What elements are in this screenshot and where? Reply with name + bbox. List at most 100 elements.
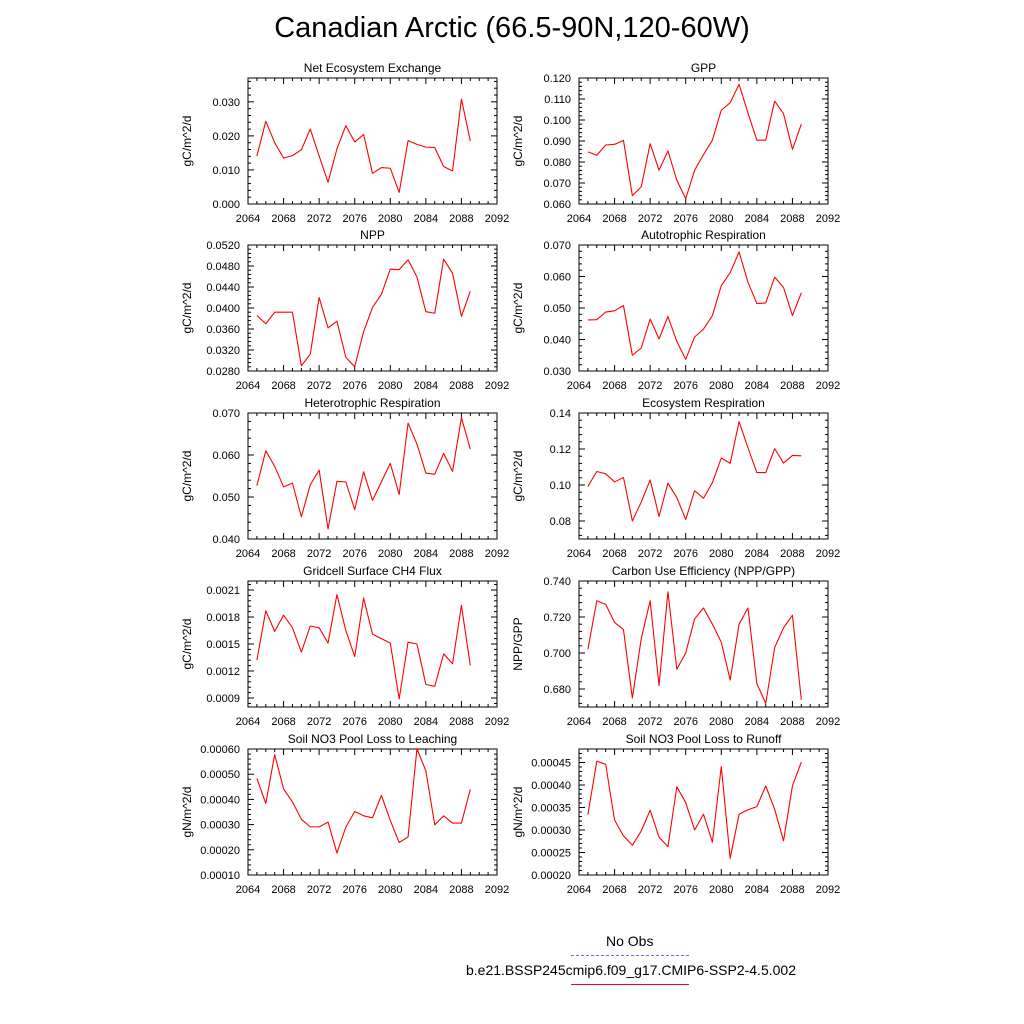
x-tick-label: 2080 <box>709 213 733 225</box>
y-axis-label: gN/m^2/d <box>511 787 525 838</box>
x-tick-label: 2084 <box>414 380 438 392</box>
y-tick-label: 0.0360 <box>206 324 240 336</box>
series-line-1 <box>587 421 802 522</box>
x-tick-label: 2084 <box>745 548 769 560</box>
legend-label-model: b.e21.BSSP245cmip6.f09_g17.CMIP6-SSP2-4.… <box>466 962 796 978</box>
y-tick-label: 0.00030 <box>531 825 571 837</box>
x-tick-label: 2092 <box>485 884 509 896</box>
x-tick-label: 2092 <box>816 716 840 728</box>
y-tick-label: 0.0320 <box>206 345 240 357</box>
y-tick-label: 0.0520 <box>206 240 240 252</box>
series-line-1 <box>256 98 471 193</box>
x-tick-label: 2092 <box>485 213 509 225</box>
x-tick-label: 2064 <box>567 884 591 896</box>
y-tick-label: 0.070 <box>212 408 240 420</box>
figure-title: Canadian Arctic (66.5-90N,120-60W) <box>274 12 750 44</box>
x-tick-label: 2092 <box>485 380 509 392</box>
y-axis-label: gC/m^2/d <box>180 116 194 167</box>
x-tick-label: 2080 <box>378 213 402 225</box>
y-axis-label: gC/m^2/d <box>511 451 525 502</box>
y-tick-label: 0.14 <box>550 408 571 420</box>
x-tick-label: 2076 <box>342 716 366 728</box>
y-tick-label: 0.00030 <box>200 820 240 832</box>
chart-panel-3: 2064 2068 2072 2076 2080 2084 2088 2092 0.0280 0.… <box>180 228 509 392</box>
y-tick-label: 0.030 <box>212 97 240 109</box>
y-tick-label: 0.00040 <box>531 780 571 792</box>
x-tick-label: 2068 <box>602 213 626 225</box>
x-tick-label: 2072 <box>638 380 662 392</box>
x-tick-label: 2092 <box>816 884 840 896</box>
y-tick-label: 0.00035 <box>531 803 571 815</box>
y-tick-label: 0.0012 <box>206 666 240 678</box>
x-tick-label: 2064 <box>236 716 260 728</box>
y-axis-label: NPP/GPP <box>511 617 525 670</box>
panel-title: Soil NO3 Pool Loss to Runoff <box>626 732 783 746</box>
y-axis-label: gC/m^2/d <box>180 619 194 670</box>
y-tick-label: 0.740 <box>543 576 571 588</box>
x-tick-label: 2080 <box>378 884 402 896</box>
x-tick-label: 2076 <box>342 884 366 896</box>
x-tick-label: 2084 <box>745 213 769 225</box>
x-tick-label: 2080 <box>378 380 402 392</box>
x-tick-label: 2080 <box>709 884 733 896</box>
plot-frame <box>578 580 829 708</box>
x-tick-label: 2064 <box>567 716 591 728</box>
y-axis-label: gC/m^2/d <box>180 283 194 334</box>
x-tick-label: 2076 <box>342 213 366 225</box>
y-axis-label: gC/m^2/d <box>511 116 525 167</box>
x-tick-label: 2080 <box>709 380 733 392</box>
x-tick-label: 2072 <box>307 380 331 392</box>
series-line-1 <box>256 258 471 368</box>
x-tick-label: 2072 <box>307 213 331 225</box>
x-tick-label: 2064 <box>236 884 260 896</box>
x-tick-label: 2064 <box>236 548 260 560</box>
x-tick-label: 2068 <box>271 716 295 728</box>
y-tick-label: 0.680 <box>543 684 571 696</box>
x-tick-label: 2080 <box>378 716 402 728</box>
plot-frame <box>578 748 829 876</box>
series-line-1 <box>587 83 802 200</box>
x-tick-label: 2080 <box>709 548 733 560</box>
x-tick-label: 2072 <box>307 716 331 728</box>
x-tick-label: 2088 <box>780 380 804 392</box>
x-tick-label: 2064 <box>236 213 260 225</box>
y-tick-label: 0.050 <box>212 492 240 504</box>
y-axis-label: gC/m^2/d <box>180 451 194 502</box>
y-tick-label: 0.10 <box>550 480 571 492</box>
x-tick-label: 2088 <box>780 884 804 896</box>
y-tick-label: 0.0280 <box>206 366 240 378</box>
x-tick-label: 2072 <box>638 884 662 896</box>
chart-panel-10: 2064 2068 2072 2076 2080 2084 2088 2092 0.00020 0… <box>511 732 840 896</box>
x-tick-label: 2064 <box>567 380 591 392</box>
x-tick-label: 2084 <box>414 213 438 225</box>
x-tick-label: 2068 <box>271 884 295 896</box>
x-tick-label: 2072 <box>307 884 331 896</box>
x-tick-label: 2092 <box>485 548 509 560</box>
chart-panel-6: 2064 2068 2072 2076 2080 2084 2088 2092 0.08 0.10… <box>511 396 840 560</box>
y-tick-label: 0.030 <box>543 366 571 378</box>
x-tick-label: 2084 <box>414 716 438 728</box>
x-tick-label: 2084 <box>414 884 438 896</box>
x-tick-label: 2076 <box>673 213 697 225</box>
y-tick-label: 0.0440 <box>206 282 240 294</box>
x-tick-label: 2076 <box>342 380 366 392</box>
y-tick-label: 0.00050 <box>200 769 240 781</box>
y-tick-label: 0.070 <box>543 178 571 190</box>
y-tick-label: 0.08 <box>550 516 571 528</box>
plot-frame <box>247 412 498 540</box>
series-line-1 <box>587 591 802 704</box>
y-tick-label: 0.00025 <box>531 848 571 860</box>
x-tick-label: 2068 <box>271 213 295 225</box>
legend-line-obs <box>571 955 689 956</box>
y-tick-label: 0.020 <box>212 131 240 143</box>
y-tick-label: 0.060 <box>212 450 240 462</box>
panel-title: GPP <box>691 61 716 75</box>
chart-panel-9: 2064 2068 2072 2076 2080 2084 2088 2092 0.00010 0… <box>180 732 509 896</box>
y-tick-label: 0.0480 <box>206 261 240 273</box>
y-tick-label: 0.090 <box>543 136 571 148</box>
panel-title: Ecosystem Respiration <box>642 396 765 410</box>
x-tick-label: 2084 <box>745 884 769 896</box>
x-tick-label: 2064 <box>567 548 591 560</box>
x-tick-label: 2088 <box>449 884 473 896</box>
y-axis-label: gN/m^2/d <box>180 787 194 838</box>
